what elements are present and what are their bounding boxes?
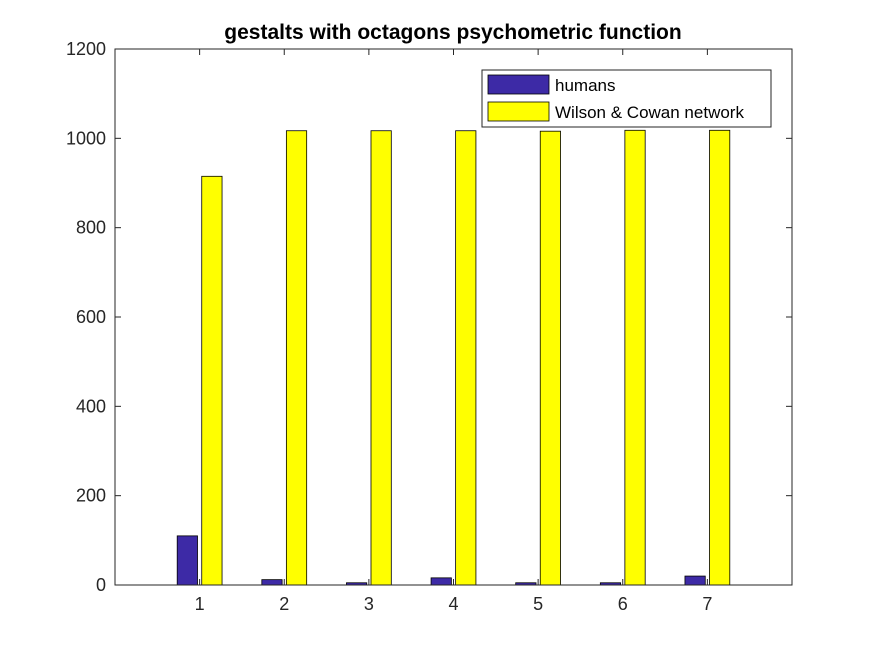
y-tick-label: 800 bbox=[76, 218, 106, 238]
legend-swatch-humans bbox=[487, 74, 550, 95]
bar-humans-1 bbox=[176, 535, 198, 586]
bar-wilson-cowan-4 bbox=[455, 130, 477, 586]
x-tick-label: 1 bbox=[195, 594, 205, 614]
x-axis: 1 2 3 4 5 6 7 bbox=[195, 49, 712, 614]
plot-area bbox=[115, 49, 792, 585]
bar-wilson-cowan-1 bbox=[201, 175, 223, 586]
y-axis: 0 200 400 600 800 1000 1200 bbox=[66, 39, 792, 595]
legend-label-wilson-cowan: Wilson & Cowan network bbox=[555, 103, 744, 122]
y-tick-label: 1200 bbox=[66, 39, 106, 59]
x-tick-label: 3 bbox=[364, 594, 374, 614]
x-tick-label: 7 bbox=[702, 594, 712, 614]
legend-label-humans: humans bbox=[555, 76, 615, 95]
y-tick-label: 600 bbox=[76, 307, 106, 327]
bar-humans-7 bbox=[684, 575, 706, 586]
bar-wilson-cowan-5 bbox=[539, 130, 561, 586]
legend: humans Wilson & Cowan network bbox=[481, 69, 772, 128]
chart-title: gestalts with octagons psychometric func… bbox=[224, 21, 681, 44]
x-tick-label: 5 bbox=[533, 594, 543, 614]
bar-humans-4 bbox=[430, 577, 452, 586]
x-tick-label: 2 bbox=[279, 594, 289, 614]
bar-wilson-cowan-7 bbox=[709, 129, 731, 586]
axes-box bbox=[114, 48, 793, 586]
y-tick-label: 1000 bbox=[66, 128, 106, 148]
bar-wilson-cowan-3 bbox=[370, 130, 392, 586]
x-tick-label: 6 bbox=[618, 594, 628, 614]
y-tick-label: 400 bbox=[76, 396, 106, 416]
x-tick-label: 4 bbox=[448, 594, 458, 614]
bar-humans-2 bbox=[261, 579, 283, 586]
y-tick-label: 0 bbox=[96, 575, 106, 595]
y-tick-label: 200 bbox=[76, 486, 106, 506]
legend-swatch-wilson-cowan bbox=[487, 101, 550, 122]
bar-wilson-cowan-2 bbox=[285, 130, 308, 586]
bar-wilson-cowan-6 bbox=[624, 129, 646, 586]
